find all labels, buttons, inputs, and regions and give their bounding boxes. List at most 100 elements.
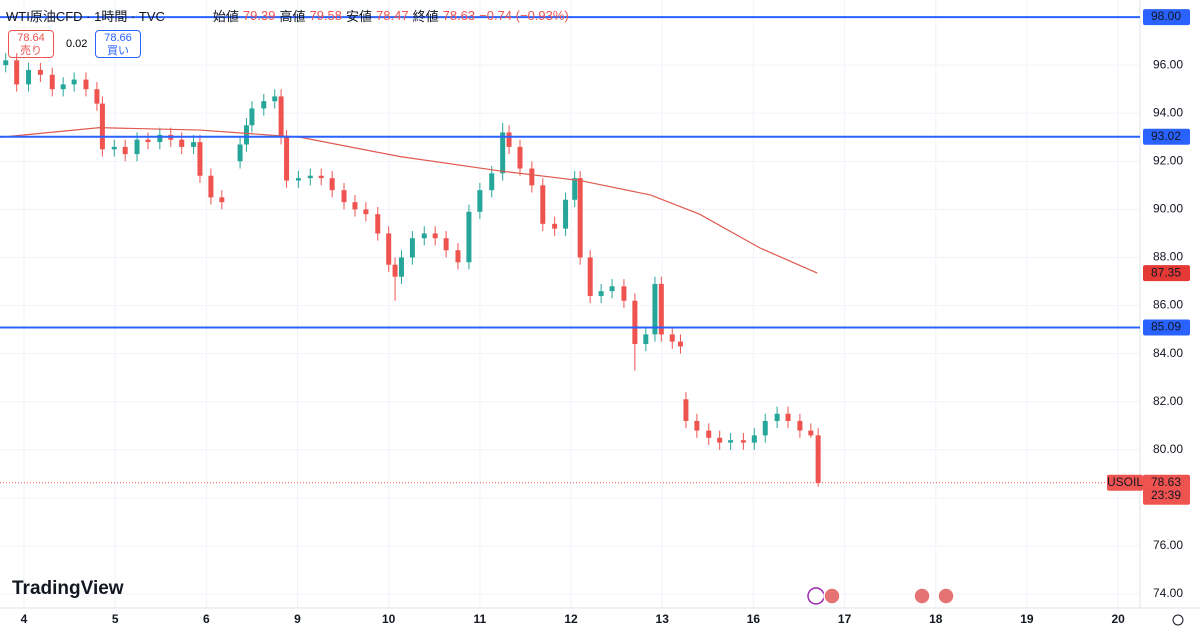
x-tick-label: 12 xyxy=(564,612,578,626)
candle-body xyxy=(466,211,472,263)
symbol-label: USOIL xyxy=(1107,475,1143,489)
candle-body xyxy=(352,202,358,210)
candle-body xyxy=(197,142,203,176)
candle-body xyxy=(598,291,604,296)
candle-body xyxy=(272,96,278,102)
candle-body xyxy=(157,134,163,143)
spread: 0.02 xyxy=(66,38,88,50)
candle-body xyxy=(37,69,43,75)
y-tick-label: 82.00 xyxy=(1153,394,1183,408)
legend: WTI原油CFD · 1時間 · TVC 始値 79.39 高値 79.58 安値 7… xyxy=(6,6,569,25)
candle-body xyxy=(751,435,757,443)
candle-body xyxy=(717,437,723,443)
moving-average xyxy=(0,127,818,274)
candle-body xyxy=(111,146,117,150)
candle-body xyxy=(563,199,569,229)
x-tick-label: 16 xyxy=(747,612,761,626)
countdown-label: 23:39 xyxy=(1151,488,1181,502)
candle-body xyxy=(208,175,214,198)
candle-body xyxy=(83,79,89,90)
candle-body xyxy=(683,399,689,421)
candle-body xyxy=(815,435,821,483)
candle-body xyxy=(443,238,449,251)
candle-body xyxy=(572,178,578,200)
y-tick-label: 92.00 xyxy=(1153,153,1183,167)
level-label: 93.02 xyxy=(1151,129,1181,143)
candle-body xyxy=(398,257,404,277)
candle-body xyxy=(307,175,313,179)
sell-label: 売り xyxy=(20,45,42,57)
x-tick-label: 6 xyxy=(203,612,210,626)
settings-icon[interactable] xyxy=(1172,614,1184,626)
candle-body xyxy=(517,146,523,169)
candle-body xyxy=(14,60,20,85)
candle-body xyxy=(249,108,255,126)
candle-body xyxy=(60,84,66,90)
y-tick-label: 94.00 xyxy=(1153,105,1183,119)
y-tick-label: 76.00 xyxy=(1153,538,1183,552)
y-tick-label: 96.00 xyxy=(1153,57,1183,71)
candle-body xyxy=(3,60,9,66)
candle-body xyxy=(774,413,780,421)
y-tick-label: 88.00 xyxy=(1153,250,1183,264)
legend-key: 始値 xyxy=(212,9,239,24)
y-tick-label: 84.00 xyxy=(1153,346,1183,360)
candle-body xyxy=(145,139,151,143)
buy-price: 78.66 xyxy=(104,32,132,44)
candle-body xyxy=(278,96,284,138)
x-tick-label: 17 xyxy=(838,612,852,626)
candle-body xyxy=(652,283,658,335)
x-tick-label: 20 xyxy=(1111,612,1125,626)
candle-body xyxy=(658,283,664,335)
candle-body xyxy=(643,334,649,345)
candle-body xyxy=(26,69,32,85)
candle-body xyxy=(341,190,347,203)
candle-body xyxy=(421,233,427,239)
candle-body xyxy=(489,173,495,191)
candle-body xyxy=(329,178,335,191)
candle-body xyxy=(94,89,100,104)
ma-price-label: 87.35 xyxy=(1151,265,1181,279)
x-tick-label: 11 xyxy=(474,612,487,626)
candle-body xyxy=(500,132,506,174)
legend-value: 78.63 xyxy=(442,8,476,23)
candle-body xyxy=(785,413,791,421)
candle-body xyxy=(219,197,225,203)
candle-body xyxy=(49,74,55,90)
x-tick-label: 18 xyxy=(929,612,943,626)
level-label: 98.00 xyxy=(1151,9,1181,23)
candle-body xyxy=(632,300,638,345)
candle-body xyxy=(808,430,814,436)
legend-key: 安値 xyxy=(346,9,373,24)
candle-body xyxy=(577,178,583,258)
candle-body xyxy=(392,264,398,277)
candle-body xyxy=(122,146,128,155)
y-tick-label: 90.00 xyxy=(1153,202,1183,216)
level-box xyxy=(1143,319,1190,336)
candle-body xyxy=(432,233,438,239)
candle-body xyxy=(694,420,700,431)
sell-button[interactable]: 78.64 売り xyxy=(8,30,54,58)
sell-price: 78.64 xyxy=(17,32,45,44)
buy-button[interactable]: 78.66 買い xyxy=(95,30,141,58)
ma-price-box xyxy=(1143,265,1190,282)
last-price-box xyxy=(1143,474,1190,505)
candle-body xyxy=(706,430,712,438)
level-label: 85.09 xyxy=(1151,320,1181,334)
candle-body xyxy=(284,137,290,181)
candle-body xyxy=(318,175,324,179)
x-tick-label: 19 xyxy=(1020,612,1034,626)
x-tick-label: 9 xyxy=(294,612,301,626)
symbol-box xyxy=(1107,474,1143,491)
candle-body xyxy=(191,142,197,147)
title: WTI原油CFD · 1時間 · TVC xyxy=(6,9,165,24)
candle-body xyxy=(134,139,140,155)
level-box xyxy=(1143,9,1190,26)
legend-value: 79.39 xyxy=(242,8,276,23)
candle-body xyxy=(677,341,683,347)
level-box xyxy=(1143,128,1190,145)
y-tick-label: 74.00 xyxy=(1153,586,1183,600)
candle-body xyxy=(540,185,546,224)
event-icons xyxy=(807,587,955,605)
